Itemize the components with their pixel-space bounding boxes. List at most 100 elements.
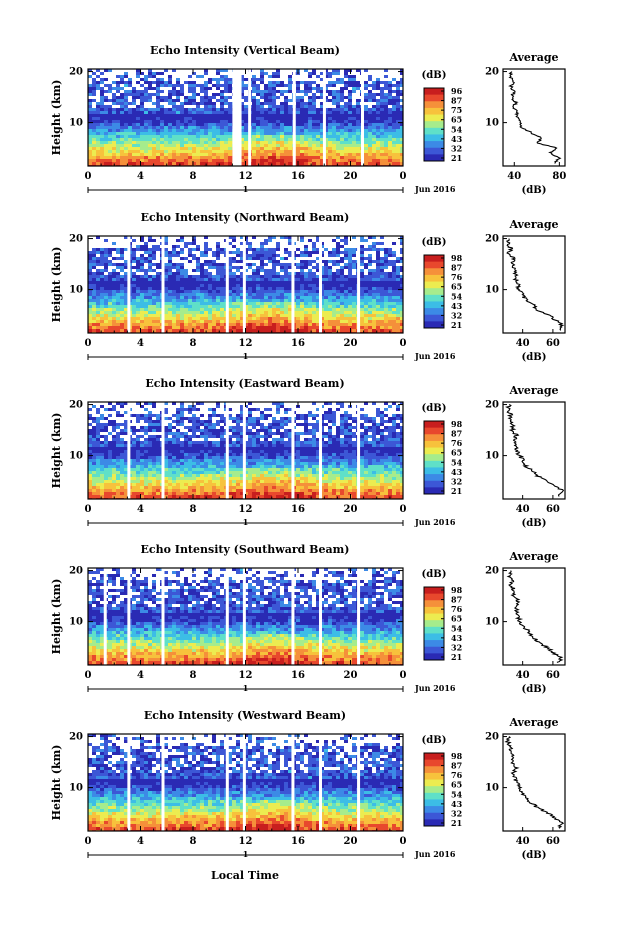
heatmap-cell [140,453,144,456]
heatmap-cell [132,447,136,450]
heatmap-cell [360,287,364,290]
heatmap-cell [372,108,376,111]
heatmap-cell [124,135,128,138]
heatmap-cell [392,320,396,323]
heatmap-cell [260,75,264,78]
heatmap-cell [372,99,376,102]
heatmap-cell [348,111,352,114]
heatmap-cell [188,323,192,326]
heatmap-cell [100,483,104,486]
heatmap-cell [108,486,112,489]
heatmap-cell [92,153,96,156]
heatmap-cell [316,153,320,156]
heatmap-cell [256,248,260,251]
heatmap-cell [300,308,304,311]
heatmap-cell [244,275,248,278]
heatmap-cell [96,408,100,411]
data-gap [161,236,165,333]
heatmap-cell [140,417,144,420]
heatmap-cell [88,489,92,492]
heatmap-cell [152,290,156,293]
heatmap-cell [184,159,188,162]
heatmap-cell [280,269,284,272]
heatmap-cell [144,126,148,129]
heatmap-cell [328,123,332,126]
heatmap-cell [392,323,396,326]
heatmap-cell [216,147,220,150]
heatmap-cell [136,444,140,447]
heatmap-cell [140,72,144,75]
heatmap-cell [300,314,304,317]
heatmap-cell [288,108,292,111]
heatmap-cell [356,156,360,159]
heatmap-cell [200,278,204,281]
heatmap-cell [392,290,396,293]
heatmap-cell [312,299,316,302]
heatmap-cell [196,269,200,272]
heatmap-cell [364,281,368,284]
heatmap-cell [320,162,324,165]
heatmap-cell [152,72,156,75]
heatmap-cell [204,69,208,72]
heatmap-cell [232,299,236,302]
heatmap-cell [268,323,272,326]
heatmap-cell [388,126,392,129]
heatmap-cell [264,323,268,326]
heatmap-cell [156,99,160,102]
heatmap-cell [132,480,136,483]
heatmap-cell [248,266,252,269]
heatmap-cell [360,305,364,308]
heatmap-cell [252,108,256,111]
heatmap-cell [212,296,216,299]
heatmap-cell [332,150,336,153]
heatmap-cell [312,132,316,135]
heatmap-cell [92,287,96,290]
heatmap-cell [120,111,124,114]
heatmap-cell [352,147,356,150]
heatmap-cell [400,317,403,320]
heatmap-cell [120,477,124,480]
heatmap-cell [132,96,136,99]
heatmap-cell [224,144,228,147]
heatmap-cell [400,147,403,150]
heatmap-cell [156,284,160,287]
heatmap-cell [240,305,244,308]
heatmap-cell [380,290,384,293]
heatmap-cell [396,329,400,332]
heatmap-cell [328,308,332,311]
heatmap-cell [340,153,344,156]
heatmap-cell [132,239,136,242]
heatmap-cell [296,123,300,126]
heatmap-cell [164,99,168,102]
heatmap-cell [140,468,144,471]
heatmap-cell [328,159,332,162]
heatmap-cell [276,323,280,326]
heatmap-cell [124,305,128,308]
heatmap-cell [132,314,136,317]
avg-y-tick-label: 20 [485,234,499,245]
heatmap-cell [200,326,204,329]
heatmap-cell [220,305,224,308]
heatmap-cell [364,108,368,111]
heatmap-cell [252,284,256,287]
heatmap-cell [92,438,96,441]
heatmap-cell [396,81,400,84]
heatmap-cell [136,435,140,438]
heatmap-cell [392,132,396,135]
heatmap-cell [348,317,352,320]
heatmap-cell [88,251,92,254]
heatmap-cell [256,284,260,287]
heatmap-cell [172,287,176,290]
heatmap-cell [96,251,100,254]
heatmap-cell [192,135,196,138]
heatmap-cell [180,150,184,153]
heatmap-cell [304,153,308,156]
heatmap-cell [176,329,180,332]
heatmap-cell [212,251,216,254]
heatmap-cell [260,144,264,147]
heatmap-cell [332,320,336,323]
heatmap-cell [348,263,352,266]
heatmap-cell [164,135,168,138]
heatmap-cell [148,317,152,320]
heatmap-cell [108,129,112,132]
